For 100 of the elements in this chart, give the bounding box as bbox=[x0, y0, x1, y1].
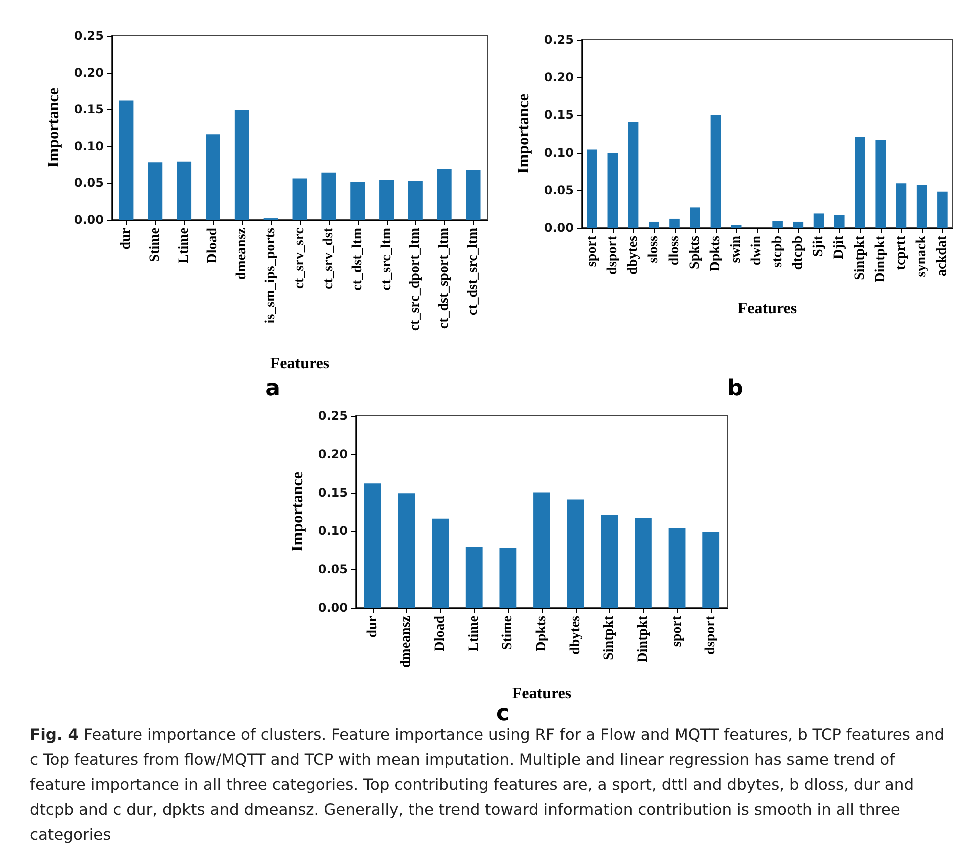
x-tick-label: synack bbox=[914, 236, 930, 278]
x-tick-label: ackdat bbox=[935, 236, 950, 276]
x-tick-label: ct_src_ltm bbox=[379, 228, 394, 291]
bar bbox=[432, 518, 449, 608]
bar bbox=[855, 137, 866, 228]
bar bbox=[710, 115, 722, 228]
x-tick-label: Dpkts bbox=[708, 235, 724, 272]
x-axis-title: Features bbox=[270, 356, 330, 372]
x-tick-label: dsport bbox=[605, 236, 620, 275]
x-tick-label: Dintpkt bbox=[873, 236, 888, 283]
bar bbox=[670, 218, 680, 228]
text: a bbox=[266, 376, 280, 402]
x-tick-label: Dload bbox=[433, 616, 448, 652]
bar bbox=[702, 532, 720, 608]
bar bbox=[601, 515, 618, 608]
x-tick-label: tcprtt bbox=[894, 236, 909, 270]
bar bbox=[437, 169, 452, 220]
x-tick-label: Sjit bbox=[812, 236, 827, 257]
y-tick-label: 0.20 bbox=[318, 447, 348, 462]
x-tick-label: dwin bbox=[750, 236, 765, 266]
y-axis-title: Importance bbox=[46, 88, 62, 168]
bar bbox=[500, 548, 517, 608]
bar bbox=[119, 100, 134, 220]
x-tick-label: ct_dst_sport_ltm bbox=[437, 228, 452, 330]
x-tick-label: Dintpkt bbox=[636, 616, 651, 663]
x-tick-label: stcpb bbox=[770, 236, 786, 268]
bar bbox=[876, 140, 886, 228]
bar bbox=[322, 172, 336, 220]
x-axis-title: Features bbox=[512, 686, 572, 702]
y-tick-label: 0.15 bbox=[318, 486, 348, 500]
x-tick-label: ct_dst_ltm bbox=[350, 228, 366, 291]
x-tick-label: ct_src_dport_ltm bbox=[408, 228, 424, 332]
y-tick-label: 0.00 bbox=[544, 221, 574, 235]
x-tick-label: dmeansz bbox=[399, 616, 414, 668]
bar bbox=[234, 110, 250, 220]
y-tick-label: 0.25 bbox=[544, 33, 574, 47]
bar bbox=[292, 178, 308, 220]
bar bbox=[408, 180, 423, 220]
x-tick-label: Djit bbox=[832, 236, 848, 260]
bar bbox=[814, 214, 824, 228]
x-tick-label: dur bbox=[118, 228, 134, 250]
y-axis-title: Importance bbox=[290, 472, 306, 552]
bar bbox=[534, 492, 550, 608]
bar bbox=[690, 208, 701, 228]
x-tick-label: is_sm_ips_ports bbox=[264, 227, 279, 324]
bar bbox=[466, 170, 481, 220]
x-tick-label: Sintpkt bbox=[852, 236, 868, 280]
bar bbox=[938, 192, 948, 228]
bar bbox=[635, 518, 652, 608]
bar bbox=[466, 547, 483, 608]
x-tick-label: dbytes bbox=[568, 615, 584, 655]
y-tick-label: 0.15 bbox=[74, 102, 104, 117]
bar bbox=[567, 500, 584, 608]
bar bbox=[916, 185, 928, 228]
x-tick-label: Ltime bbox=[466, 616, 482, 652]
bar bbox=[896, 184, 907, 228]
y-axis-title: Importance bbox=[516, 94, 532, 174]
x-tick-label: Dload bbox=[206, 228, 221, 264]
y-tick-label: 0.20 bbox=[74, 66, 104, 80]
bar bbox=[148, 162, 163, 220]
y-tick-label: 0.15 bbox=[544, 108, 574, 122]
y-tick-label: 0.25 bbox=[74, 29, 104, 43]
x-tick-label: Sintpkt bbox=[602, 616, 618, 660]
y-tick-label: 0.00 bbox=[74, 213, 104, 227]
x-tick-label: dloss bbox=[667, 235, 682, 266]
y-tick-label: 0.10 bbox=[74, 139, 104, 154]
y-tick-label: 0.25 bbox=[318, 409, 348, 423]
y-tick-label: 0.10 bbox=[544, 146, 574, 160]
x-tick-label: Stime bbox=[148, 228, 163, 262]
x-tick-label: dmeansz bbox=[234, 228, 250, 280]
y-tick-label: 0.05 bbox=[318, 562, 348, 577]
x-tick-label: Dpkts bbox=[534, 615, 550, 652]
x-tick-label: sport bbox=[584, 236, 600, 268]
x-tick-label: dsport bbox=[704, 616, 719, 655]
y-tick-label: 0.05 bbox=[74, 176, 104, 190]
bar bbox=[177, 162, 192, 220]
bar bbox=[793, 222, 804, 228]
x-tick-label: swin bbox=[729, 236, 744, 264]
bar bbox=[608, 154, 618, 228]
bar bbox=[398, 494, 416, 608]
x-tick-label: dur bbox=[365, 616, 380, 638]
x-tick-label: Spkts bbox=[688, 235, 703, 270]
bar bbox=[731, 224, 742, 228]
y-tick-label: 0.05 bbox=[544, 183, 574, 198]
x-tick-label: dbytes bbox=[626, 235, 642, 275]
bar bbox=[350, 182, 366, 220]
bar bbox=[206, 134, 220, 220]
caption: Fig. 4 Feature importance of clusters. Feature importance using RF for a Flow and MQTT features, b TCP features and c Top features from flow/MQTT and TCP with mean imputation. Multiple and linear regression has same trend of feature importance in all three categories. Top contributing features are, a sport, dttl and dbytes, b dloss, dur and dtcpb and c dur, dpkts and dmeansz. Generally, the trend toward information contribution is smooth in all three categories bbox=[30, 725, 945, 846]
bar bbox=[628, 122, 639, 228]
x-tick-label: sport bbox=[670, 616, 685, 648]
x-axis-title: Features bbox=[738, 300, 798, 318]
y-tick-label: 0.00 bbox=[318, 601, 348, 615]
text: c bbox=[496, 702, 510, 726]
bar bbox=[772, 221, 783, 228]
bar bbox=[587, 150, 598, 228]
bar bbox=[380, 180, 394, 220]
y-tick-label: 0.20 bbox=[544, 70, 574, 85]
x-tick-label: ct_srv_dst bbox=[321, 228, 336, 290]
bar bbox=[364, 484, 382, 608]
text: b bbox=[728, 376, 744, 402]
